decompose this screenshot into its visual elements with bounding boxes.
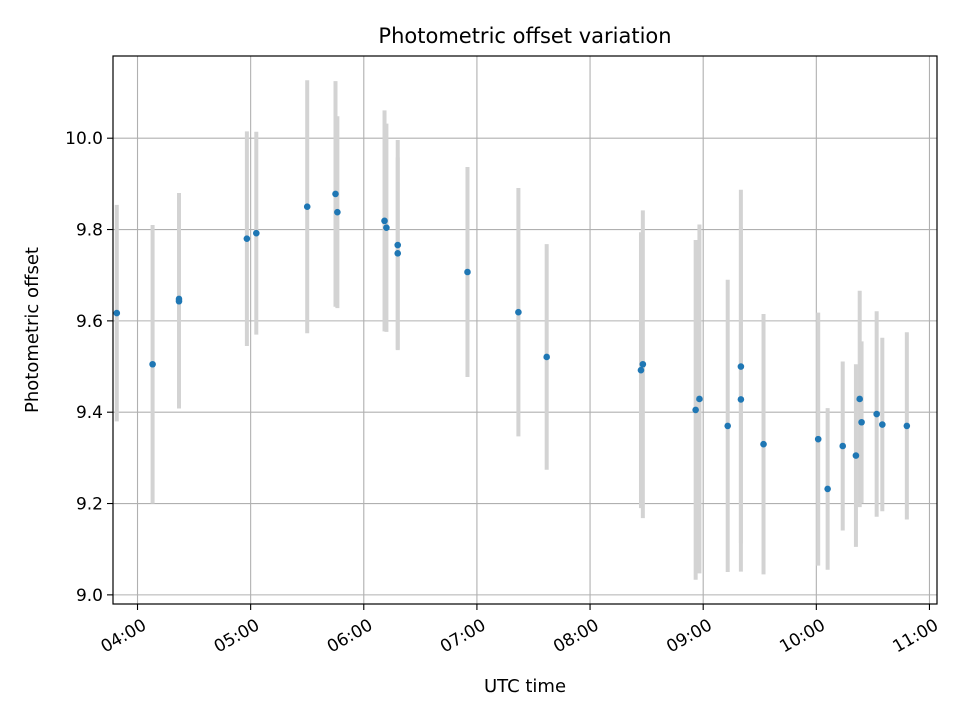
data-point — [253, 229, 260, 237]
data-point — [814, 435, 822, 443]
plot-frame — [112, 55, 938, 605]
data-point — [852, 452, 860, 459]
data-point — [637, 366, 645, 374]
data-point — [696, 395, 703, 403]
data-point — [394, 249, 402, 257]
y-tick-label: 9.0 — [76, 586, 103, 606]
data-point — [639, 360, 647, 368]
data-point — [381, 217, 388, 225]
data-point — [175, 295, 183, 303]
data-point — [464, 268, 471, 276]
data-point — [394, 241, 402, 249]
data-point — [873, 410, 880, 418]
data-point — [903, 422, 911, 430]
data-points — [113, 190, 911, 493]
data-point — [692, 406, 699, 414]
y-tick-label: 9.2 — [76, 495, 103, 515]
data-point — [824, 485, 831, 493]
y-tick-label: 9.4 — [76, 403, 103, 423]
data-point — [839, 442, 847, 450]
y-axis-label: Photometric offset — [22, 247, 43, 413]
data-point — [334, 208, 341, 216]
x-axis-label: UTC time — [484, 676, 566, 697]
data-point — [383, 224, 390, 232]
data-point — [724, 422, 732, 430]
data-point — [332, 190, 339, 198]
chart-title: Photometric offset variation — [378, 24, 671, 48]
data-point — [515, 308, 522, 316]
data-point — [879, 421, 886, 428]
data-point — [113, 309, 121, 317]
y-tick-label: 10.0 — [65, 129, 103, 149]
data-point — [243, 235, 251, 242]
data-point — [149, 360, 156, 368]
data-point — [856, 395, 863, 403]
y-tick-label: 9.6 — [76, 312, 103, 332]
data-point — [303, 203, 311, 210]
y-axis-ticks: 9.0 9.2 9.4 9.6 9.8 10.0 — [65, 129, 113, 606]
data-point — [543, 353, 550, 361]
data-point — [858, 418, 865, 426]
data-point — [737, 396, 745, 403]
data-point — [760, 440, 767, 448]
y-tick-label: 9.8 — [76, 221, 103, 241]
data-point — [737, 363, 745, 370]
